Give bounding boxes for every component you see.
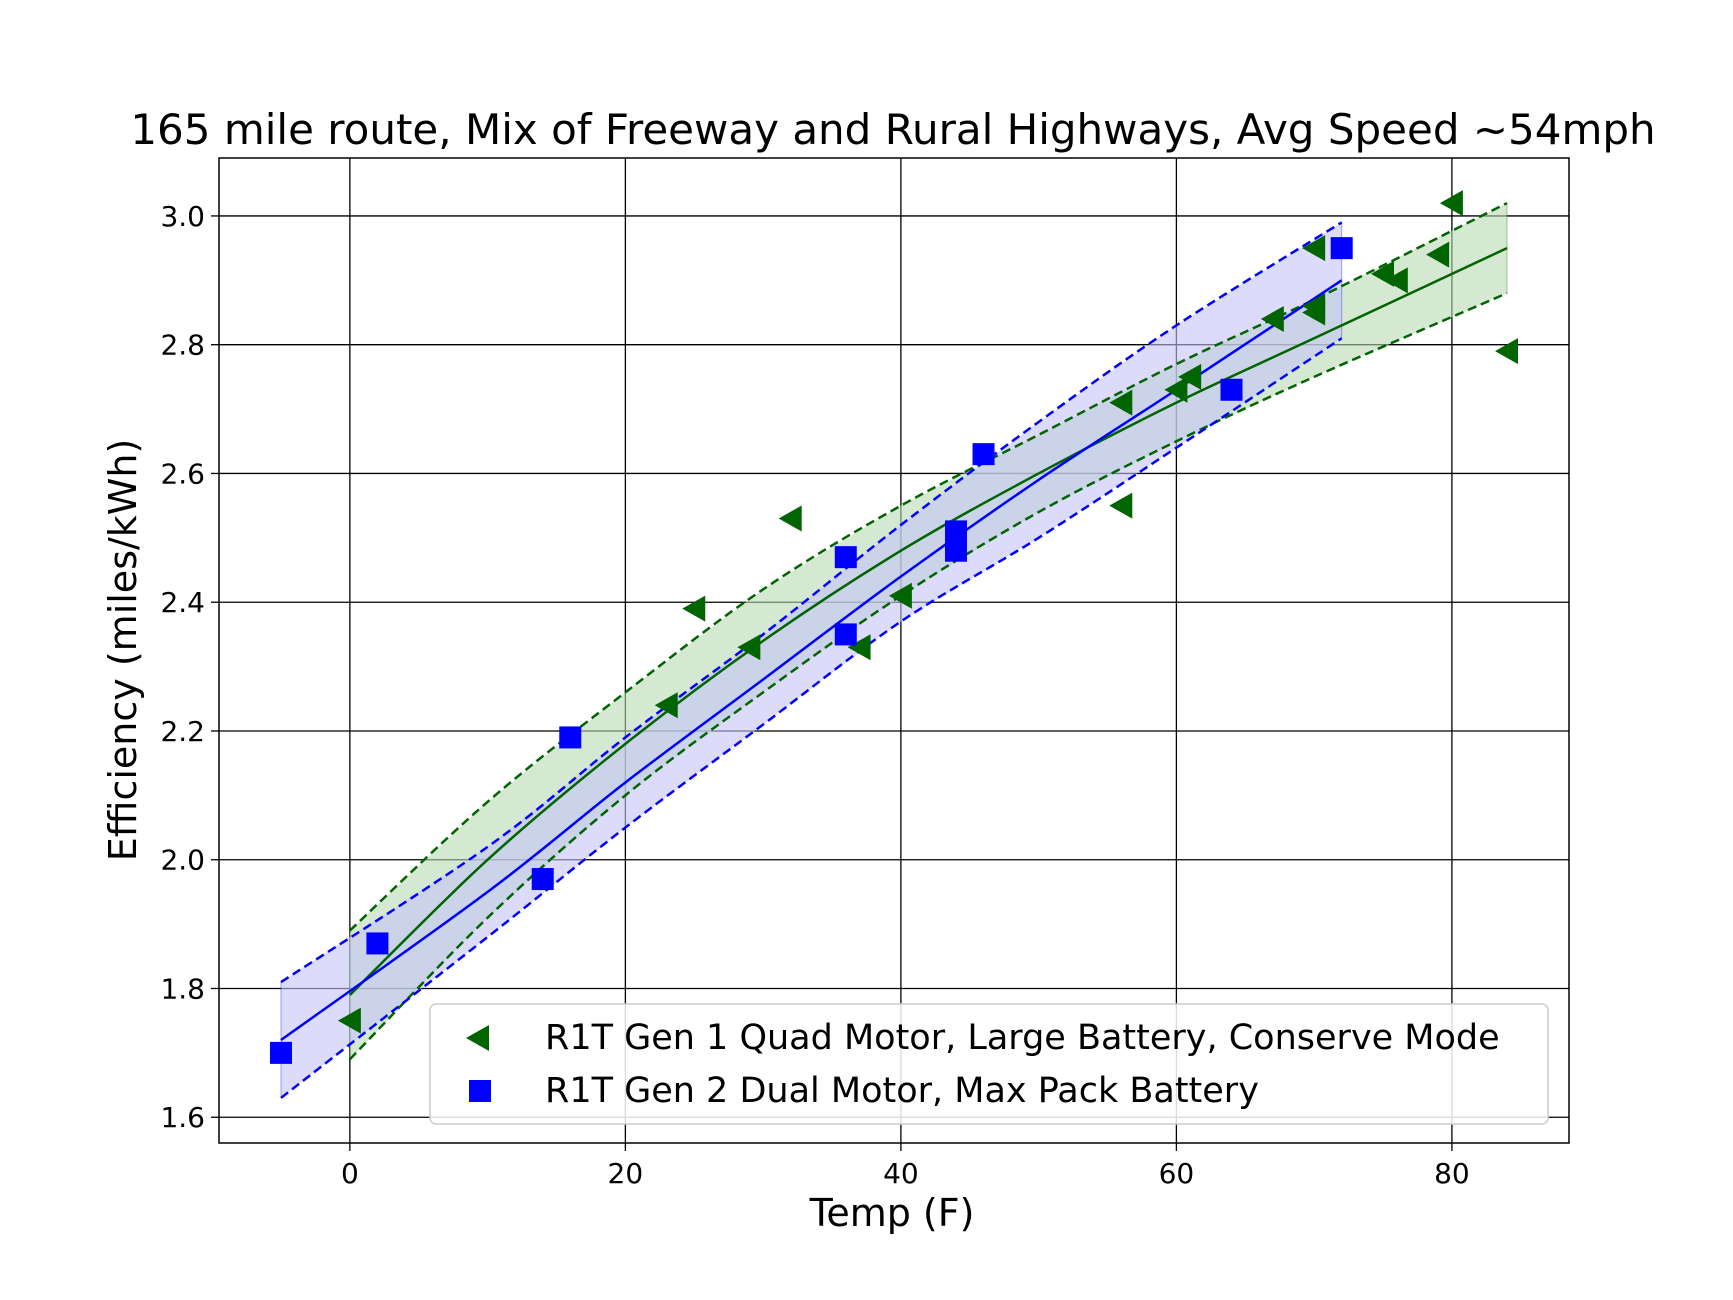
y-tick-label: 3.0 — [160, 200, 205, 233]
legend-box — [429, 1003, 1549, 1125]
data-point-gen1 — [1164, 376, 1188, 403]
confidence-bands — [280, 203, 1508, 1098]
x-tick-label: 40 — [883, 1157, 919, 1190]
data-point-gen1 — [337, 1007, 361, 1034]
data-point-gen1 — [847, 634, 871, 661]
data-point-gen1 — [1109, 389, 1133, 416]
chart-title: 165 mile route, Mix of Freeway and Rural… — [130, 105, 1655, 154]
data-point-gen2 — [1220, 378, 1243, 401]
legend-marker-square — [469, 1080, 491, 1102]
y-tick-label: 1.6 — [160, 1101, 205, 1134]
x-axis-title: Temp (F) — [809, 1191, 975, 1235]
data-point-gen2 — [366, 932, 389, 955]
data-point-gen1 — [1109, 492, 1133, 519]
lower-bound-gen1 — [348, 292, 1508, 1061]
plot-area-frame — [218, 157, 1570, 1144]
x-tick-label: 20 — [608, 1157, 644, 1190]
data-point-gen2 — [269, 1041, 292, 1064]
data-point-gen1 — [1495, 338, 1519, 365]
fit-line-gen1 — [348, 246, 1508, 996]
x-tick-label: 60 — [1159, 1157, 1195, 1190]
data-point-gen2 — [944, 539, 967, 562]
data-point-gen2 — [834, 623, 857, 646]
data-point-gen1 — [1178, 363, 1202, 390]
y-tick-label: 2.0 — [160, 844, 205, 877]
data-point-gen2 — [1330, 237, 1353, 260]
data-point-gen2 — [972, 443, 995, 466]
y-tick-label: 2.4 — [160, 586, 205, 619]
data-point-gen2 — [559, 726, 582, 749]
legend-label-gen2: R1T Gen 2 Dual Motor, Max Pack Battery — [545, 1071, 1259, 1111]
y-tick-label: 2.6 — [160, 457, 205, 490]
data-point-gen1 — [654, 692, 678, 719]
data-point-gen1 — [1302, 235, 1326, 262]
data-point-gen1 — [888, 582, 912, 609]
data-point-gen1 — [1384, 267, 1408, 294]
legend-label-gen1: R1T Gen 1 Quad Motor, Large Battery, Con… — [545, 1018, 1500, 1058]
data-point-gen1 — [1426, 241, 1450, 268]
data-point-gen1 — [737, 634, 761, 661]
x-axis-ticks: 0 20 40 60 80 — [341, 1143, 1470, 1190]
legend: R1T Gen 1 Quad Motor, Large Battery, Con… — [429, 1003, 1549, 1125]
data-point-gen1 — [1439, 190, 1463, 217]
y-axis-title: Efficiency (miles/kWh) — [101, 439, 145, 862]
data-point-gen2 — [944, 520, 967, 543]
upper-bound-gen2 — [280, 221, 1343, 984]
y-tick-label: 1.8 — [160, 972, 205, 1005]
data-point-gen1 — [1260, 305, 1284, 332]
y-tick-label: 2.8 — [160, 329, 205, 362]
data-point-gen1 — [1302, 293, 1326, 320]
lower-bound-gen2 — [280, 337, 1343, 1099]
legend-marker-triangle — [466, 1025, 489, 1051]
y-axis-ticks: 1.6 1.8 2.0 2.2 2.4 2.6 2.8 3.0 — [160, 200, 219, 1134]
x-tick-label: 0 — [341, 1157, 359, 1190]
data-point-gen1 — [682, 595, 706, 622]
data-point-gen2 — [834, 546, 857, 569]
fit-line-gen2 — [280, 279, 1343, 1042]
y-tick-label: 2.2 — [160, 715, 205, 748]
data-point-gen2 — [531, 868, 554, 891]
x-tick-label: 80 — [1434, 1157, 1470, 1190]
data-point-gen1 — [778, 505, 802, 532]
data-points — [269, 190, 1519, 1064]
